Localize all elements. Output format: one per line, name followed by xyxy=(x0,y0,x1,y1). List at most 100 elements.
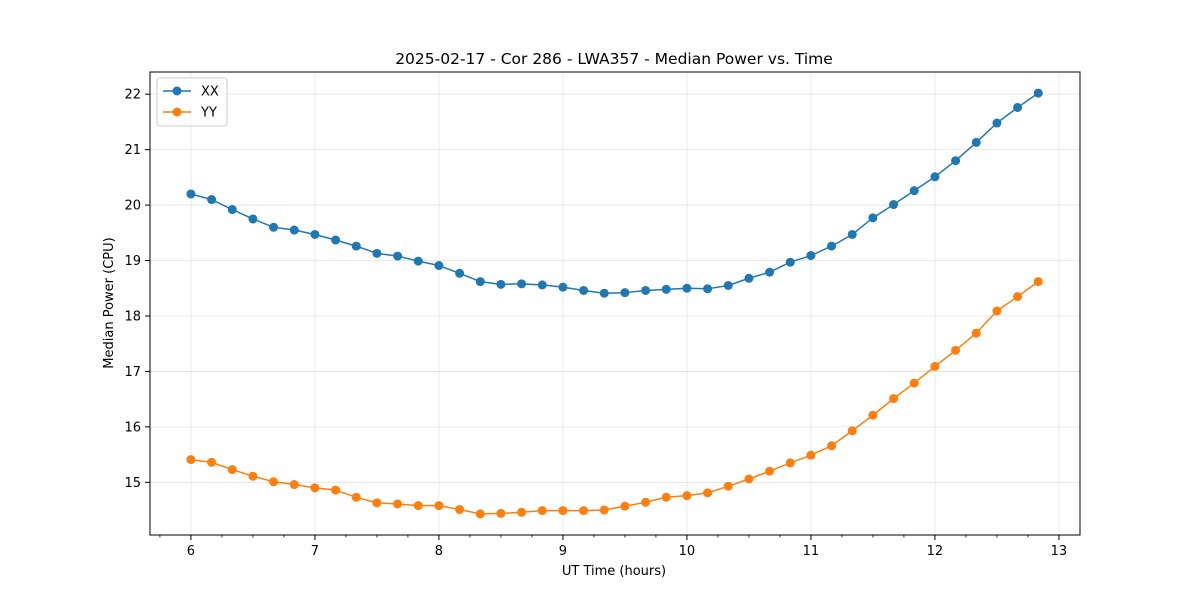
data-point-yy xyxy=(930,361,940,371)
data-point-yy xyxy=(269,477,279,487)
data-point-xx xyxy=(992,118,1002,128)
data-point-xx xyxy=(765,267,775,277)
data-point-xx xyxy=(744,273,754,283)
data-point-xx xyxy=(455,268,465,278)
data-point-yy xyxy=(310,483,320,493)
data-point-xx xyxy=(889,200,899,210)
data-point-xx xyxy=(847,229,857,239)
chart-title: 2025-02-17 - Cor 286 - LWA357 - Median P… xyxy=(395,50,833,68)
legend-entry-xx: XX xyxy=(163,85,219,100)
data-point-xx xyxy=(682,283,692,293)
series-yy xyxy=(186,277,1043,519)
data-point-xx xyxy=(496,279,506,289)
data-point-xx xyxy=(641,285,651,295)
data-point-xx xyxy=(269,222,279,232)
data-point-yy xyxy=(1013,292,1023,302)
y-axis-label: Median Power (CPU) xyxy=(102,237,117,368)
legend: XX YY xyxy=(156,77,228,127)
data-point-yy xyxy=(537,506,547,516)
series-xx xyxy=(186,88,1043,298)
x-tick-label: 10 xyxy=(679,544,696,559)
x-tick-label: 12 xyxy=(927,544,944,559)
ticks: 6 7 8 9 10 11 12 13 15 16 17 18 19 20 21 22 xyxy=(124,88,1067,559)
data-point-xx xyxy=(331,235,341,245)
data-point-xx xyxy=(579,285,589,295)
data-point-yy xyxy=(620,501,630,511)
data-point-yy xyxy=(207,457,217,467)
data-point-xx xyxy=(909,186,919,196)
grid xyxy=(150,72,1080,535)
data-point-yy xyxy=(475,509,485,519)
y-tick-label: 22 xyxy=(124,88,141,103)
y-tick-label: 21 xyxy=(124,143,141,158)
data-point-yy xyxy=(868,410,878,420)
data-point-xx xyxy=(537,280,547,290)
data-point-yy xyxy=(765,466,775,476)
data-point-xx xyxy=(393,251,403,261)
data-point-xx xyxy=(785,257,795,267)
data-point-yy xyxy=(785,458,795,468)
data-point-yy xyxy=(1033,277,1043,287)
x-tick-label: 7 xyxy=(311,544,319,559)
data-point-yy xyxy=(496,508,506,518)
data-point-yy xyxy=(434,501,444,511)
y-tick-label: 15 xyxy=(124,476,141,491)
x-tick-label: 8 xyxy=(435,544,443,559)
data-point-xx xyxy=(599,288,609,298)
legend-marker-xx xyxy=(172,86,182,96)
data-point-xx xyxy=(475,277,485,287)
data-point-xx xyxy=(1033,88,1043,98)
data-point-xx xyxy=(1013,102,1023,112)
data-point-xx xyxy=(661,284,671,294)
data-point-xx xyxy=(227,205,237,215)
data-point-yy xyxy=(703,488,713,498)
data-point-yy xyxy=(248,471,258,481)
series-layer xyxy=(186,88,1043,519)
data-point-yy xyxy=(331,485,341,495)
legend-entry-yy: YY xyxy=(163,106,217,121)
data-point-xx xyxy=(971,137,981,147)
legend-label-yy: YY xyxy=(200,106,217,121)
data-point-xx xyxy=(723,280,733,290)
data-point-yy xyxy=(682,491,692,501)
data-point-xx xyxy=(951,156,961,166)
data-point-yy xyxy=(889,394,899,404)
y-tick-label: 17 xyxy=(124,365,141,380)
data-point-xx xyxy=(868,213,878,223)
x-tick-label: 9 xyxy=(559,544,567,559)
data-point-yy xyxy=(579,506,589,516)
data-point-xx xyxy=(806,251,816,261)
y-tick-label: 19 xyxy=(124,254,141,269)
data-point-yy xyxy=(744,474,754,484)
data-point-yy xyxy=(186,455,196,465)
y-tick-label: 16 xyxy=(124,420,141,435)
data-point-yy xyxy=(413,501,423,511)
y-tick-label: 18 xyxy=(124,309,141,324)
data-point-yy xyxy=(951,345,961,355)
data-point-xx xyxy=(372,248,382,258)
data-point-xx xyxy=(413,256,423,266)
data-point-xx xyxy=(207,195,217,205)
data-point-xx xyxy=(517,279,527,289)
data-point-xx xyxy=(620,288,630,298)
legend-marker-yy xyxy=(172,107,182,117)
data-point-xx xyxy=(558,282,568,292)
data-point-yy xyxy=(351,492,361,502)
x-tick-label: 11 xyxy=(803,544,820,559)
data-point-yy xyxy=(227,465,237,475)
data-point-xx xyxy=(248,214,258,224)
x-tick-label: 6 xyxy=(187,544,195,559)
data-point-yy xyxy=(289,480,299,490)
plot-frame xyxy=(149,71,1081,536)
data-point-yy xyxy=(806,450,816,460)
data-point-yy xyxy=(971,328,981,338)
data-point-xx xyxy=(827,241,837,251)
y-tick-label: 20 xyxy=(124,199,141,214)
data-point-yy xyxy=(393,499,403,509)
data-point-xx xyxy=(289,225,299,235)
data-point-yy xyxy=(661,492,671,502)
data-point-yy xyxy=(455,504,465,514)
data-point-xx xyxy=(351,241,361,251)
data-point-xx xyxy=(703,284,713,294)
